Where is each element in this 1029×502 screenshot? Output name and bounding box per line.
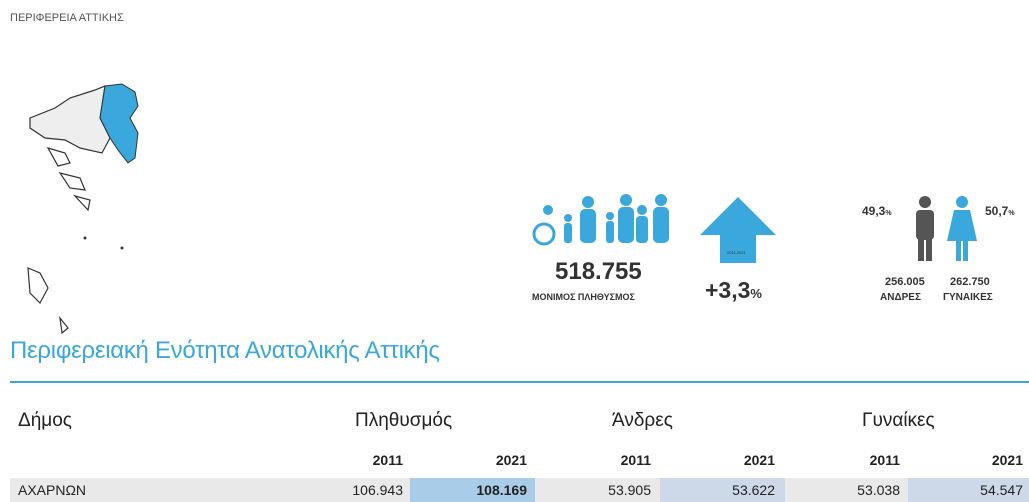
column-header: Γυναίκες — [862, 410, 935, 431]
men-label: ΑΝΔΡΕΣ — [880, 292, 921, 303]
year-header: 2011 — [372, 452, 403, 468]
women-label: ΓΥΝΑΙΚΕΣ — [943, 292, 993, 303]
gender-icons — [916, 196, 977, 261]
women-share: 50,7 — [985, 204, 1009, 218]
header-title: ΠΕΡΙΦΕΡΕΙΑ ΑΤΤΙΚΗΣ — [10, 12, 124, 24]
year-header: 2011 — [620, 452, 651, 468]
map — [27, 83, 139, 335]
people-icon — [532, 194, 669, 246]
cell-highlight — [908, 478, 1029, 502]
change: +3,3 — [705, 277, 751, 303]
cell: ΑΧΑΡΝΩΝ — [18, 482, 87, 498]
population: 518.755 — [555, 258, 642, 285]
men: 256.005 — [885, 276, 925, 288]
arrow-icon — [700, 197, 776, 263]
year-header: 2011 — [869, 452, 900, 468]
cell-highlight — [410, 478, 535, 502]
cell: 54.547 — [980, 482, 1023, 498]
year-header: 2021 — [743, 452, 775, 468]
cell-highlight — [660, 478, 785, 502]
population-label: ΜΟΝΙΜΟΣ ΠΛΗΘΥΣΜΟΣ — [532, 292, 635, 302]
cell: 106.943 — [352, 482, 403, 498]
period: 2011-2021 — [727, 250, 746, 255]
divider — [10, 381, 1029, 383]
column-header: Πληθυσμός — [355, 410, 453, 431]
men-share: 49,3 — [862, 204, 886, 218]
men-share-unit: % — [885, 210, 892, 217]
cell: 53.905 — [608, 482, 651, 498]
women-share-unit: % — [1008, 210, 1015, 217]
column-header: Άνδρες — [612, 410, 673, 431]
cell: 53.622 — [732, 482, 775, 498]
column-header: Δήμος — [18, 410, 72, 431]
year-header: 2021 — [991, 452, 1023, 468]
women: 262.750 — [950, 276, 990, 288]
section-title: Περιφερειακή Ενότητα Ανατολικής Αττικής — [10, 337, 440, 364]
cell: 108.169 — [476, 482, 527, 498]
cell: 53.038 — [857, 482, 900, 498]
year-header: 2021 — [495, 452, 527, 468]
change-unit: % — [750, 286, 762, 301]
